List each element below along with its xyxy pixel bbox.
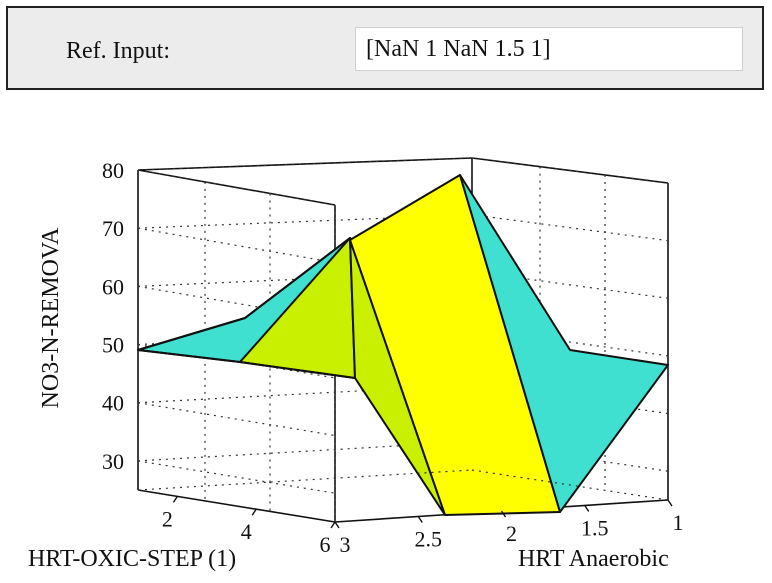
y-tick-mark bbox=[500, 510, 507, 518]
x-tick-label: 4 bbox=[241, 519, 252, 544]
z-tick-label: 40 bbox=[102, 391, 124, 416]
grid-line bbox=[471, 214, 669, 242]
surface-patch-left-front-2 bbox=[137, 237, 356, 379]
z-tick-label: 30 bbox=[102, 449, 124, 474]
y-tick-mark bbox=[667, 499, 673, 507]
ref-input-label: Ref. Input: bbox=[66, 38, 170, 64]
grid-line bbox=[471, 157, 669, 184]
y-axis-ticks: 3 2.5 2 1.5 1 bbox=[334, 499, 684, 557]
y-tick-label: 2.5 bbox=[415, 527, 443, 552]
grid-line bbox=[137, 285, 336, 321]
ref-input-field[interactable]: [NaN 1 NaN 1.5 1] bbox=[355, 27, 743, 71]
x-tick-mark bbox=[251, 508, 257, 516]
x-tick-mark bbox=[330, 521, 336, 529]
y-tick-label: 3 bbox=[340, 532, 351, 557]
ref-input-panel: Ref. Input: [NaN 1 NaN 1.5 1] bbox=[6, 6, 764, 90]
z-tick-label: 70 bbox=[102, 216, 124, 241]
x-axis-title: HRT-OXIC-STEP (1) bbox=[28, 546, 236, 572]
y-tick-mark bbox=[417, 516, 423, 523]
y-axis-title: HRT Anaerobic bbox=[518, 546, 669, 572]
x-tick-mark bbox=[172, 496, 178, 503]
z-axis-ticks: 30 40 50 60 70 80 bbox=[102, 158, 124, 474]
grid-line bbox=[137, 460, 336, 494]
y-tick-mark bbox=[584, 505, 590, 512]
grid-line bbox=[137, 402, 336, 437]
grid-line bbox=[137, 227, 336, 264]
y-tick-label: 1 bbox=[673, 510, 684, 535]
x-axis-ticks: 2 4 6 bbox=[162, 496, 336, 557]
floor-grid bbox=[137, 469, 669, 501]
z-tick-label: 50 bbox=[102, 333, 124, 358]
y-tick-label: 2 bbox=[506, 521, 517, 546]
z-tick-label: 60 bbox=[102, 274, 124, 299]
z-tick-label: 80 bbox=[102, 158, 124, 183]
surface-patch-right-band bbox=[459, 174, 669, 513]
y-tick-label: 1.5 bbox=[581, 516, 609, 541]
x-tick-label: 6 bbox=[320, 532, 331, 557]
x-tick-label: 2 bbox=[162, 506, 173, 531]
surface-mesh bbox=[137, 174, 669, 516]
z-axis-title: NO3-N-REMOVA bbox=[38, 227, 64, 409]
y-tick-mark bbox=[334, 521, 340, 529]
grid-line bbox=[471, 327, 669, 357]
grid-line bbox=[471, 270, 669, 299]
